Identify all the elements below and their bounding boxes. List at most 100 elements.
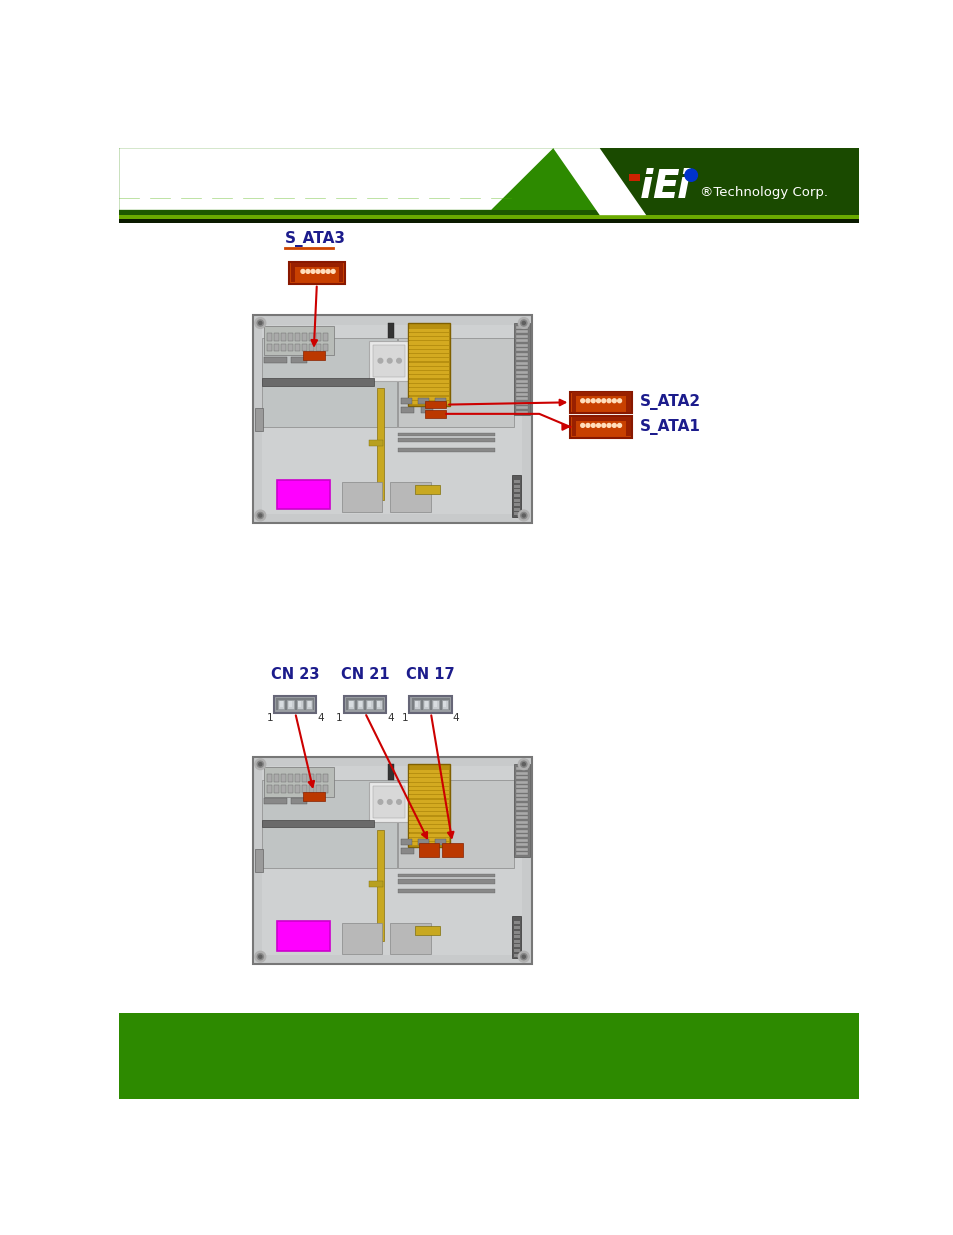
- Bar: [264, 767, 334, 797]
- Bar: [315, 333, 320, 341]
- Bar: [369, 440, 382, 446]
- Bar: [516, 781, 528, 783]
- Bar: [267, 333, 272, 341]
- Bar: [571, 417, 630, 421]
- Bar: [513, 489, 519, 493]
- Text: CN 23: CN 23: [271, 667, 319, 682]
- Bar: [281, 774, 286, 782]
- Bar: [298, 701, 301, 708]
- Bar: [513, 480, 519, 483]
- Bar: [289, 701, 292, 708]
- Bar: [369, 882, 382, 888]
- Bar: [409, 354, 448, 357]
- Bar: [294, 774, 299, 782]
- Bar: [409, 333, 448, 336]
- Bar: [315, 343, 320, 352]
- Bar: [571, 393, 576, 411]
- Bar: [397, 437, 495, 442]
- Bar: [397, 779, 514, 868]
- Bar: [409, 783, 448, 785]
- Bar: [409, 769, 448, 773]
- Bar: [277, 921, 330, 951]
- Bar: [625, 417, 630, 436]
- Bar: [264, 326, 334, 356]
- Bar: [401, 406, 414, 412]
- Bar: [409, 367, 448, 370]
- Text: 1: 1: [266, 713, 273, 722]
- Bar: [513, 494, 519, 496]
- Bar: [397, 874, 495, 877]
- Circle shape: [387, 799, 392, 804]
- Bar: [516, 803, 528, 806]
- Text: 4: 4: [387, 713, 394, 722]
- Text: 1: 1: [335, 713, 342, 722]
- Bar: [516, 370, 528, 374]
- Circle shape: [311, 269, 314, 273]
- Bar: [390, 923, 431, 953]
- Bar: [516, 834, 528, 837]
- Bar: [409, 393, 448, 395]
- Bar: [513, 935, 519, 939]
- Bar: [513, 499, 519, 501]
- Bar: [267, 785, 272, 793]
- Bar: [377, 701, 380, 708]
- Bar: [373, 345, 405, 377]
- Bar: [409, 799, 448, 803]
- Bar: [516, 357, 528, 361]
- Bar: [289, 262, 344, 284]
- Bar: [407, 764, 450, 847]
- Bar: [409, 829, 448, 832]
- Circle shape: [326, 269, 330, 273]
- Bar: [323, 785, 328, 793]
- Bar: [366, 699, 373, 709]
- Bar: [294, 333, 299, 341]
- Bar: [303, 351, 324, 359]
- Bar: [409, 341, 448, 345]
- Bar: [253, 315, 531, 524]
- Bar: [309, 343, 314, 352]
- Bar: [253, 757, 531, 965]
- Bar: [414, 699, 419, 709]
- Circle shape: [517, 510, 529, 521]
- Bar: [261, 378, 374, 387]
- Bar: [409, 363, 448, 366]
- Bar: [424, 401, 446, 409]
- Text: 4: 4: [453, 713, 459, 722]
- Text: S_ATA1: S_ATA1: [639, 419, 700, 435]
- Bar: [397, 879, 495, 883]
- Bar: [516, 401, 528, 405]
- Bar: [513, 503, 519, 506]
- Bar: [415, 701, 418, 708]
- Bar: [348, 699, 354, 709]
- Circle shape: [612, 424, 616, 427]
- Bar: [306, 699, 312, 709]
- Bar: [119, 148, 858, 217]
- Bar: [397, 889, 495, 893]
- Circle shape: [387, 358, 392, 363]
- Bar: [516, 326, 528, 329]
- Circle shape: [520, 953, 526, 960]
- Circle shape: [617, 399, 620, 403]
- Bar: [420, 406, 433, 412]
- Bar: [323, 774, 328, 782]
- Circle shape: [396, 799, 401, 804]
- Bar: [349, 701, 353, 708]
- Bar: [341, 923, 381, 953]
- Bar: [418, 398, 429, 404]
- Bar: [516, 772, 528, 774]
- Bar: [409, 695, 452, 713]
- Bar: [513, 513, 519, 515]
- Bar: [401, 398, 412, 404]
- Bar: [302, 774, 307, 782]
- Bar: [119, 148, 599, 210]
- Bar: [409, 808, 448, 811]
- Circle shape: [596, 399, 599, 403]
- Circle shape: [585, 424, 589, 427]
- Bar: [276, 698, 314, 710]
- Bar: [409, 388, 448, 391]
- Bar: [279, 701, 282, 708]
- Bar: [409, 401, 448, 404]
- Bar: [307, 701, 311, 708]
- Bar: [516, 808, 528, 810]
- Bar: [409, 358, 448, 362]
